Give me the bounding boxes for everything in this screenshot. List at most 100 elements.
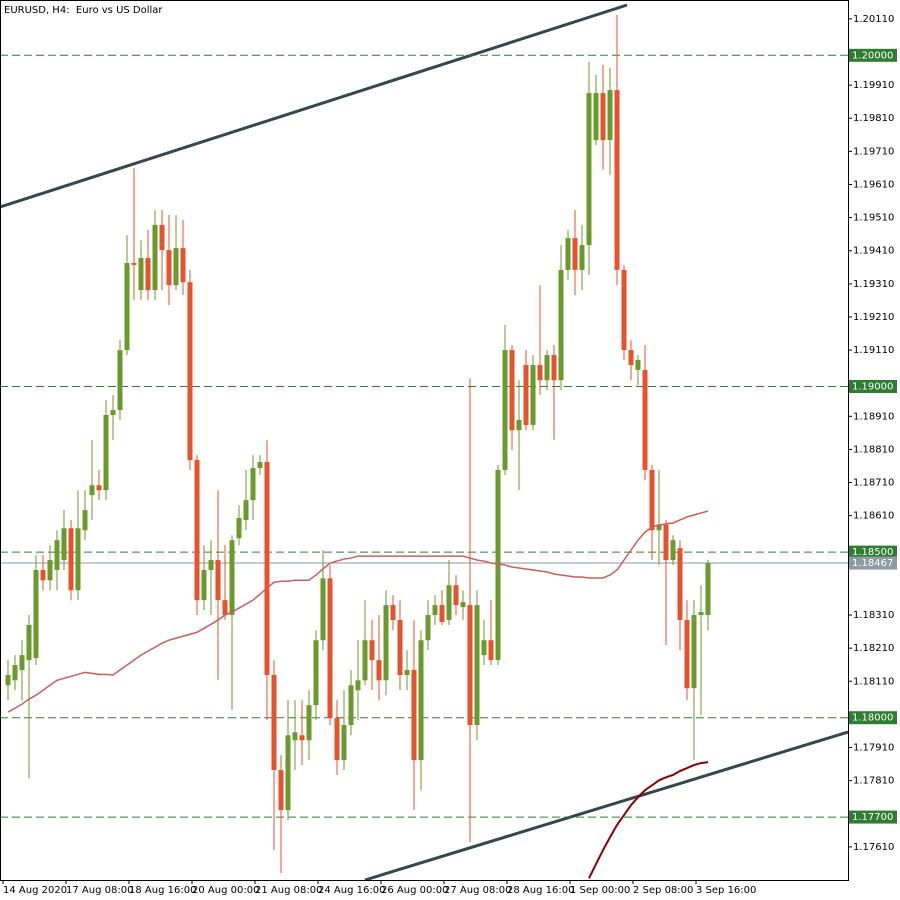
- y-tick-label: 1.18810: [853, 444, 894, 455]
- candle-body: [5, 674, 11, 686]
- y-tick-label: 1.19210: [853, 312, 894, 323]
- candle-body: [411, 670, 417, 761]
- candle-body: [299, 735, 305, 741]
- candle-body: [257, 462, 263, 468]
- candle-body: [40, 569, 46, 581]
- candle-body: [68, 528, 74, 591]
- candle-body: [54, 540, 60, 570]
- candle-body: [495, 469, 501, 661]
- candle-body: [404, 670, 410, 675]
- candle-body: [138, 258, 144, 291]
- candle-body: [565, 238, 571, 270]
- candle-body: [110, 410, 116, 415]
- candle-body: [621, 269, 627, 351]
- moving-average: [7, 510, 709, 713]
- level-label-box: [849, 810, 897, 824]
- x-tick-label: 28 Aug 16:00: [507, 885, 574, 896]
- x-tick-label: 18 Aug 16:00: [129, 885, 196, 896]
- candle-body: [558, 269, 564, 381]
- level-label-box: [849, 545, 897, 559]
- candle-body: [467, 605, 473, 725]
- y-tick-label: 1.19810: [853, 113, 894, 124]
- candle-body: [642, 369, 648, 470]
- candle-body: [82, 510, 88, 531]
- candle-body: [47, 560, 53, 581]
- candle-body: [320, 578, 326, 641]
- candle-body: [145, 258, 151, 291]
- level-label: 1.19000: [852, 382, 893, 393]
- candle-body: [516, 419, 522, 431]
- candle-body: [663, 524, 669, 561]
- candle-body: [453, 585, 459, 606]
- candle-body: [698, 612, 704, 616]
- candle-body: [656, 524, 662, 531]
- candle-body: [96, 485, 102, 491]
- candle-body: [243, 500, 249, 520]
- y-tick-label: 1.18110: [853, 676, 894, 687]
- y-tick-label: 1.18710: [853, 478, 894, 489]
- x-tick-label: 20 Aug 00:00: [192, 885, 259, 896]
- candle-body: [341, 724, 347, 761]
- x-tick-label: 26 Aug 00:00: [381, 885, 448, 896]
- candle-body: [509, 350, 515, 431]
- candle-body: [502, 350, 508, 470]
- candle-body: [26, 624, 32, 661]
- candle-body: [418, 640, 424, 761]
- candle-body: [173, 248, 179, 286]
- chart-title: EURUSD, H4: Euro vs US Dollar: [4, 5, 163, 16]
- candle-body: [397, 620, 403, 675]
- y-tick-label: 1.19910: [853, 80, 894, 91]
- current-price-label: 1.18467: [852, 558, 893, 569]
- candle-body: [460, 602, 466, 608]
- level-label: 1.20000: [852, 50, 893, 61]
- candle-body: [12, 665, 18, 681]
- candle-body: [705, 563, 711, 616]
- y-tick-label: 1.19410: [853, 246, 894, 257]
- candle-body: [677, 548, 683, 621]
- candle-body: [117, 350, 123, 411]
- candle-body: [19, 655, 25, 671]
- y-tick-label: 1.19610: [853, 179, 894, 190]
- y-tick-label: 1.18610: [853, 511, 894, 522]
- candle-body: [488, 640, 494, 661]
- y-tick-label: 1.19310: [853, 279, 894, 290]
- candle-body: [481, 640, 487, 656]
- x-tick-label: 3 Sep 16:00: [696, 885, 756, 896]
- candle-body: [439, 605, 445, 622]
- current-price-box: [849, 556, 897, 570]
- candle-body: [215, 560, 221, 601]
- y-tick-label: 1.19110: [853, 345, 894, 356]
- candle-body: [530, 364, 536, 425]
- x-tick-label: 1 Sep 00:00: [570, 885, 630, 896]
- candle-body: [425, 615, 431, 641]
- candle-body: [432, 605, 438, 616]
- candle-body: [635, 360, 641, 370]
- moving-average: [588, 761, 709, 879]
- candle-body: [446, 585, 452, 621]
- candle-body: [194, 460, 200, 601]
- candle-body: [348, 685, 354, 725]
- candle-body: [180, 248, 186, 283]
- y-tick-label: 1.17910: [853, 743, 894, 754]
- level-label-box: [849, 48, 897, 62]
- plot-border: [0, 0, 849, 881]
- level-label: 1.18000: [852, 713, 893, 724]
- candle-body: [593, 93, 599, 141]
- candle-body: [201, 569, 207, 601]
- candle-body: [376, 660, 382, 681]
- plot-area: [1, 3, 848, 880]
- candle-body: [390, 605, 396, 621]
- candle-body: [523, 364, 529, 425]
- candle-body: [327, 578, 333, 719]
- candle-body: [334, 718, 340, 761]
- candle-body: [383, 605, 389, 681]
- candle-body: [278, 770, 284, 811]
- candle-body: [362, 640, 368, 681]
- candle-body: [152, 224, 158, 291]
- trend-line: [1, 3, 628, 209]
- x-tick-label: 17 Aug 08:00: [66, 885, 133, 896]
- x-tick-label: 2 Sep 08:00: [633, 885, 693, 896]
- candle-body: [306, 705, 312, 741]
